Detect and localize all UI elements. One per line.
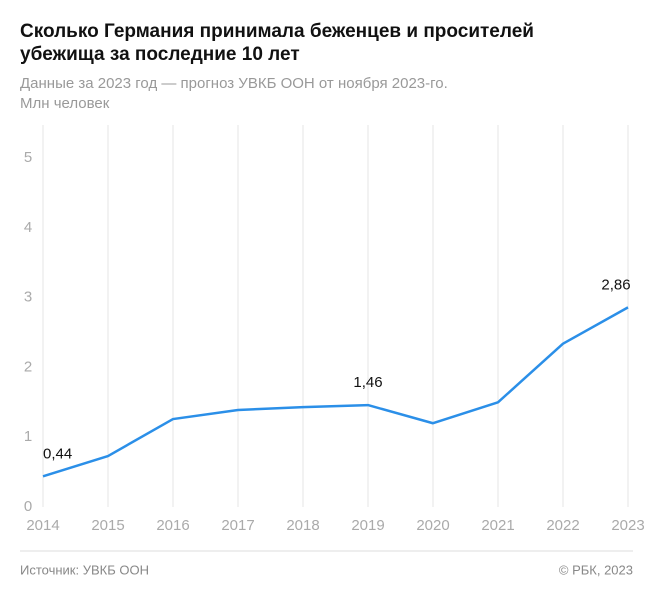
x-tick-label: 2014: [26, 517, 59, 534]
x-tick-label: 2022: [546, 517, 579, 534]
x-tick-label: 2023: [611, 517, 644, 534]
x-tick-label: 2019: [351, 517, 384, 534]
value-label: 2,86: [601, 276, 630, 293]
y-tick-label: 0: [24, 498, 32, 515]
chart-subtitle: Млн человек: [20, 95, 110, 112]
credit: © РБК, 2023: [559, 562, 633, 577]
x-tick-label: 2017: [221, 517, 254, 534]
y-tick-label: 1: [24, 428, 32, 445]
value-label: 0,44: [43, 445, 72, 462]
y-tick-label: 2: [24, 358, 32, 375]
chart-title: убежища за последние 10 лет: [20, 44, 300, 65]
chart-title: Сколько Германия принимала беженцев и пр…: [20, 21, 534, 42]
x-tick-label: 2016: [156, 517, 189, 534]
y-tick-label: 5: [24, 149, 32, 166]
chart-subtitle: Данные за 2023 год — прогноз УВКБ ООН от…: [20, 75, 448, 92]
x-tick-label: 2021: [481, 517, 514, 534]
line: [42, 306, 629, 478]
x-tick-label: 2015: [91, 517, 124, 534]
y-tick-label: 4: [24, 219, 32, 236]
source: Источник: УВКБ ООН: [20, 562, 149, 577]
value-label: 1,46: [353, 374, 382, 391]
x-tick-label: 2018: [286, 517, 319, 534]
y-tick-label: 3: [24, 289, 32, 306]
x-tick-label: 2020: [416, 517, 449, 534]
